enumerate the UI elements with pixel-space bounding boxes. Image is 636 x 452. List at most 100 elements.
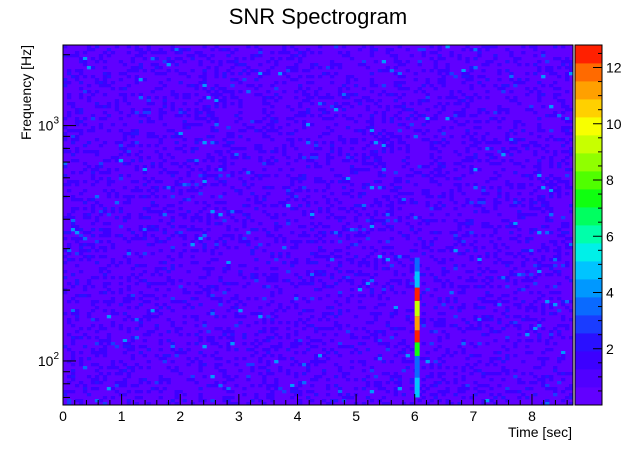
noise-cell bbox=[162, 294, 167, 298]
noise-cell bbox=[66, 69, 72, 73]
noise-cell bbox=[529, 291, 534, 295]
noise-cell bbox=[226, 225, 231, 229]
noise-cell bbox=[154, 324, 159, 328]
noise-cell bbox=[214, 207, 219, 211]
noise-cell bbox=[505, 150, 510, 154]
noise-cell bbox=[214, 363, 219, 367]
noise-cell bbox=[290, 144, 295, 148]
noise-cell bbox=[389, 132, 394, 136]
noise-cell bbox=[242, 342, 247, 346]
noise-cell bbox=[425, 120, 430, 124]
noise-cell bbox=[381, 60, 387, 64]
noise-cell bbox=[325, 162, 331, 166]
noise-cell bbox=[569, 72, 574, 76]
noise-cell bbox=[114, 159, 120, 163]
noise-cell bbox=[258, 120, 263, 124]
noise-cell bbox=[481, 306, 486, 310]
noise-cell bbox=[274, 237, 279, 241]
noise-cell bbox=[162, 96, 167, 100]
noise-cell bbox=[138, 216, 143, 220]
noise-cell bbox=[102, 93, 108, 97]
noise-cell bbox=[186, 93, 191, 97]
noise-cell bbox=[230, 342, 235, 346]
noise-cell bbox=[286, 75, 291, 79]
noise-cell bbox=[194, 237, 199, 241]
noise-cell bbox=[310, 156, 315, 160]
noise-cell bbox=[485, 78, 490, 82]
noise-cell bbox=[405, 180, 410, 184]
noise-cell bbox=[226, 261, 231, 265]
noise-cell bbox=[365, 231, 371, 235]
noise-cell bbox=[214, 90, 219, 94]
noise-cell bbox=[110, 366, 116, 370]
noise-cell bbox=[186, 270, 191, 274]
noise-cell bbox=[106, 72, 112, 76]
noise-cell bbox=[433, 393, 438, 397]
noise-cell bbox=[122, 219, 128, 223]
noise-cell bbox=[194, 297, 199, 301]
noise-cell bbox=[369, 222, 375, 226]
noise-cell bbox=[198, 399, 203, 403]
noise-cell bbox=[501, 168, 506, 172]
noise-cell bbox=[445, 141, 450, 145]
noise-cell bbox=[501, 117, 506, 121]
noise-cell bbox=[489, 117, 494, 121]
noise-cell bbox=[553, 390, 558, 394]
noise-cell bbox=[302, 372, 307, 376]
noise-cell bbox=[242, 315, 247, 319]
noise-cell bbox=[218, 60, 223, 64]
noise-cell bbox=[473, 246, 478, 250]
noise-cell bbox=[78, 243, 84, 247]
noise-cell bbox=[437, 381, 442, 385]
noise-cell bbox=[134, 81, 139, 85]
noise-cell bbox=[409, 198, 414, 202]
noise-cell bbox=[461, 252, 466, 256]
noise-cell bbox=[337, 291, 343, 295]
noise-cell bbox=[106, 303, 112, 307]
noise-cell bbox=[246, 90, 251, 94]
noise-cell bbox=[298, 399, 303, 403]
noise-cell bbox=[345, 93, 351, 97]
noise-cell bbox=[393, 381, 398, 385]
noise-cell bbox=[377, 240, 383, 244]
noise-cell bbox=[533, 264, 538, 268]
noise-cell bbox=[565, 324, 570, 328]
noise-cell bbox=[453, 351, 458, 355]
noise-cell bbox=[270, 186, 275, 190]
noise-cell bbox=[214, 96, 219, 100]
noise-cell bbox=[473, 387, 478, 391]
noise-cell bbox=[321, 342, 327, 346]
noise-cell bbox=[234, 156, 239, 160]
noise-cell bbox=[182, 123, 187, 127]
noise-cell bbox=[70, 273, 76, 277]
noise-cell bbox=[130, 144, 136, 148]
noise-cell bbox=[501, 84, 506, 88]
noise-cell bbox=[298, 60, 303, 64]
noise-cell bbox=[549, 159, 554, 163]
noise-cell bbox=[234, 306, 239, 310]
noise-cell bbox=[569, 246, 574, 250]
y-tick-label: 102 bbox=[38, 351, 60, 369]
noise-cell bbox=[162, 102, 167, 106]
noise-cell bbox=[361, 153, 367, 157]
noise-cell bbox=[453, 102, 458, 106]
noise-cell bbox=[110, 246, 116, 250]
noise-cell bbox=[78, 129, 84, 133]
noise-cell bbox=[206, 57, 211, 61]
noise-cell bbox=[329, 192, 335, 196]
noise-cell bbox=[401, 81, 406, 85]
noise-cell bbox=[70, 75, 76, 79]
noise-cell bbox=[549, 291, 554, 295]
noise-cell bbox=[182, 126, 187, 130]
noise-cell bbox=[310, 309, 315, 313]
noise-cell bbox=[66, 111, 72, 115]
noise-cell bbox=[294, 63, 299, 67]
noise-cell bbox=[262, 132, 267, 136]
noise-cell bbox=[505, 279, 510, 283]
noise-cell bbox=[242, 336, 247, 340]
noise-cell bbox=[477, 147, 482, 151]
noise-cell bbox=[126, 285, 132, 289]
noise-cell bbox=[274, 285, 279, 289]
noise-cell bbox=[549, 336, 554, 340]
noise-cell bbox=[270, 294, 275, 298]
